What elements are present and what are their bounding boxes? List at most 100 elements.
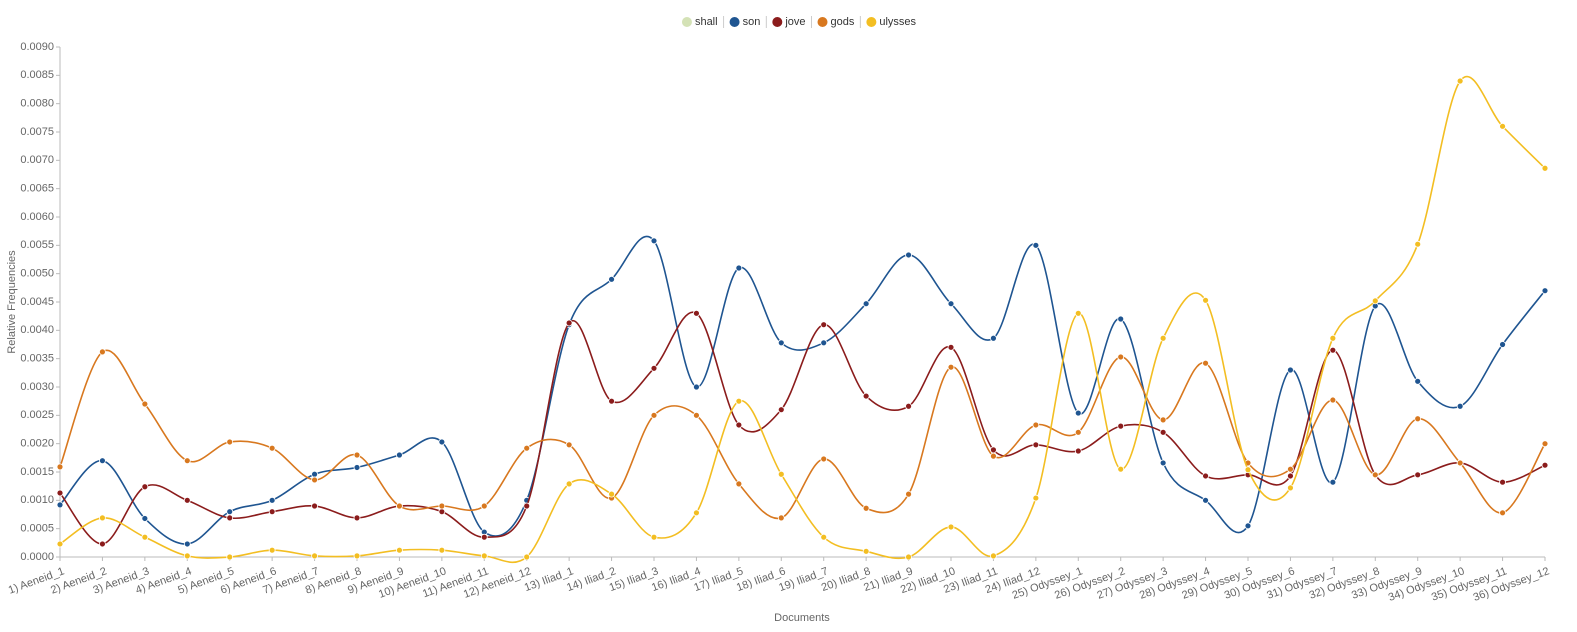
point	[1244, 466, 1252, 474]
point	[99, 348, 106, 356]
point	[1074, 309, 1082, 317]
legend-swatch[interactable]	[729, 17, 740, 27]
point	[862, 547, 870, 555]
point	[226, 553, 234, 561]
point	[1032, 421, 1040, 429]
point	[141, 515, 149, 522]
point	[480, 533, 488, 541]
point	[820, 339, 828, 347]
point	[990, 452, 997, 460]
point	[1287, 366, 1294, 374]
point	[650, 533, 658, 541]
point	[268, 444, 276, 452]
point	[990, 446, 997, 454]
y-tick-label: 0.0030	[20, 381, 54, 393]
point	[311, 476, 318, 484]
point	[99, 457, 106, 465]
point	[777, 406, 785, 414]
point	[905, 490, 912, 498]
point	[141, 483, 149, 491]
point	[947, 363, 955, 371]
point	[56, 501, 64, 509]
y-tick-label: 0.0090	[20, 41, 54, 53]
point	[650, 237, 658, 245]
point	[183, 457, 191, 465]
series-line	[59, 311, 1546, 545]
y-tick-label: 0.0065	[20, 183, 54, 195]
point	[608, 397, 615, 405]
point	[905, 402, 912, 410]
legend-label[interactable]: gods	[831, 16, 855, 28]
point	[1117, 465, 1125, 473]
point	[947, 300, 955, 308]
point	[820, 533, 828, 541]
point	[1414, 415, 1422, 423]
point	[693, 383, 700, 391]
legend-label[interactable]: ulysses	[879, 16, 916, 28]
point	[1202, 359, 1209, 367]
point	[1414, 377, 1422, 385]
legend-label[interactable]: son	[743, 16, 761, 28]
point	[226, 514, 234, 522]
y-tick-label: 0.0005	[20, 523, 54, 535]
point	[1032, 441, 1040, 449]
point	[183, 496, 191, 504]
point	[141, 533, 149, 541]
y-tick-label: 0.0045	[20, 296, 54, 308]
point	[523, 553, 531, 561]
legend-swatch[interactable]	[866, 17, 877, 27]
point	[905, 553, 912, 561]
point	[862, 300, 870, 308]
point	[820, 455, 828, 463]
series-line	[59, 75, 1546, 564]
point	[523, 502, 531, 510]
point	[1159, 459, 1167, 467]
point	[1159, 416, 1167, 424]
point	[1074, 447, 1082, 455]
y-tick-label: 0.0080	[20, 98, 54, 110]
point	[862, 504, 870, 512]
point	[480, 502, 488, 510]
point	[693, 509, 700, 517]
point	[693, 309, 700, 317]
point	[1414, 240, 1422, 248]
y-tick-label: 0.0035	[20, 353, 54, 365]
point	[438, 502, 446, 510]
point	[183, 552, 191, 560]
point	[1499, 122, 1506, 130]
point	[396, 451, 403, 459]
legend-swatch[interactable]	[681, 17, 692, 27]
point	[1159, 428, 1167, 436]
legend: shall son jove gods ulysses	[681, 16, 917, 28]
point	[1244, 522, 1252, 530]
point	[226, 438, 234, 446]
point	[565, 319, 573, 327]
point	[56, 463, 64, 471]
point	[1202, 296, 1209, 304]
point	[1329, 478, 1337, 486]
point	[1456, 459, 1464, 467]
legend-swatch[interactable]	[772, 17, 783, 27]
legend-swatch[interactable]	[817, 17, 828, 27]
point	[947, 523, 955, 531]
point	[608, 490, 615, 498]
point	[268, 546, 276, 554]
point	[99, 540, 106, 548]
point	[1456, 77, 1464, 85]
point	[777, 514, 785, 522]
legend-label[interactable]: shall	[695, 16, 718, 28]
legend-label[interactable]: jove	[784, 16, 805, 28]
point	[1159, 334, 1167, 342]
point	[141, 400, 149, 408]
y-tick-label: 0.0075	[20, 126, 54, 138]
point	[226, 508, 234, 516]
point	[1329, 396, 1337, 404]
point	[1499, 341, 1506, 348]
point	[1456, 402, 1464, 410]
point	[650, 411, 658, 419]
point	[1117, 353, 1125, 361]
point	[1329, 346, 1337, 354]
point	[735, 264, 743, 272]
y-tick-label: 0.0050	[20, 268, 54, 280]
